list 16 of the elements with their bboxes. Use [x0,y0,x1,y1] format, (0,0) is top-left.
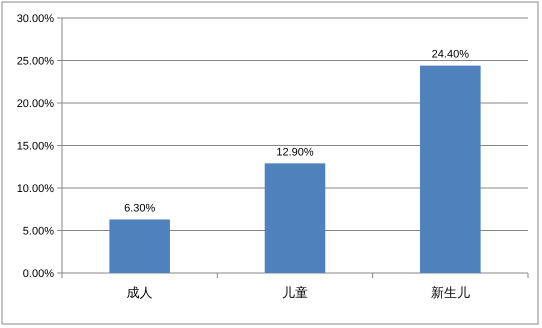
x-tick-label: 儿童 [282,285,308,300]
x-tick-label: 成人 [126,285,153,300]
bar [109,219,170,273]
x-tick-label: 新生儿 [430,285,470,300]
y-tick-label: 30.00% [16,13,54,25]
y-tick-label: 10.00% [16,183,54,195]
y-tick-label: 0.00% [22,268,54,280]
y-tick-label: 25.00% [16,56,54,68]
bar [420,66,481,273]
data-label: 6.30% [124,202,156,214]
bar [264,163,326,273]
data-label: 12.90% [276,146,314,158]
y-tick-label: 5.00% [22,226,54,238]
data-label: 24.40% [432,48,470,61]
y-tick-label: 20.00% [16,98,54,110]
y-tick-label: 15.00% [16,140,54,152]
